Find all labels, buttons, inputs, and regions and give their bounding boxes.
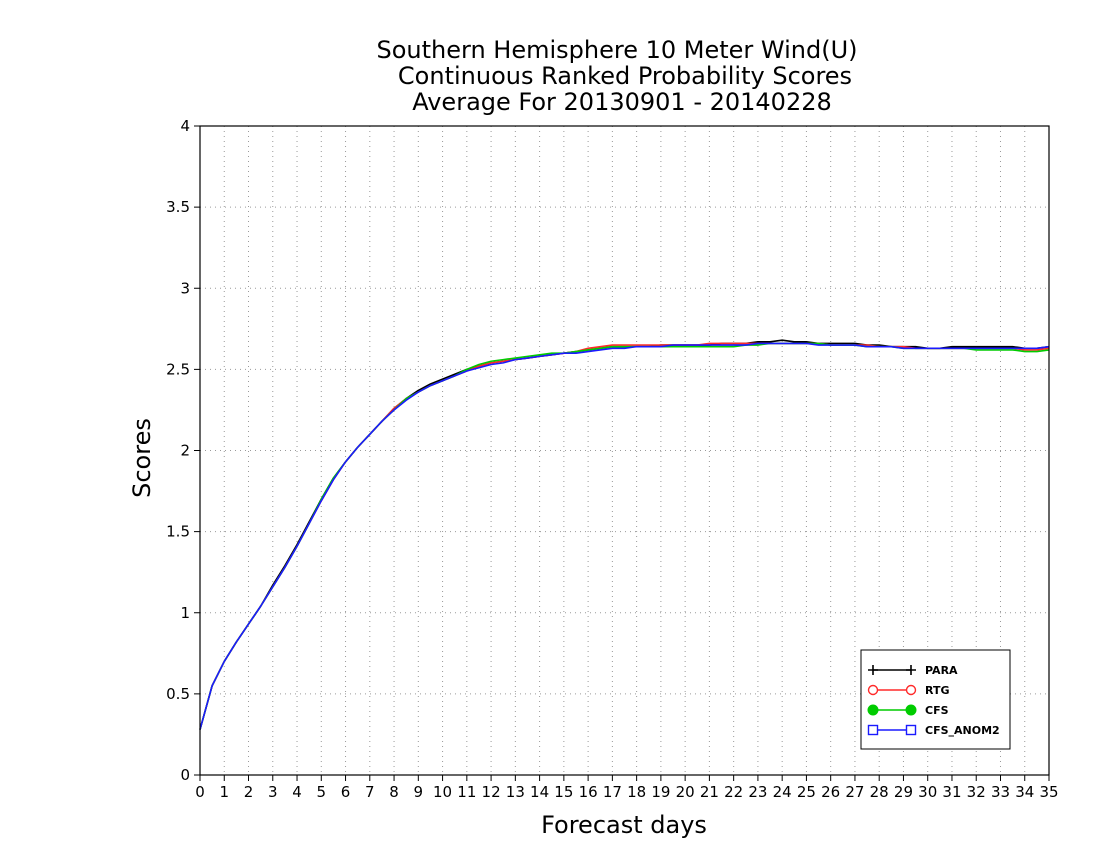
- x-tick-label: 11: [457, 783, 476, 801]
- x-tick-label: 14: [530, 783, 549, 801]
- x-tick-label: 2: [244, 783, 254, 801]
- x-tick-label: 17: [603, 783, 622, 801]
- legend-marker: [867, 704, 879, 716]
- legend-item-rtg: RTG: [867, 684, 950, 697]
- legend-box: [860, 649, 1011, 750]
- legend-marker: [905, 684, 917, 696]
- y-tick-label: 1: [180, 604, 190, 622]
- x-tick-label: 3: [268, 783, 278, 801]
- x-tick-label: 23: [748, 783, 767, 801]
- x-tick-label: 1: [219, 783, 229, 801]
- legend-marker: [867, 684, 879, 696]
- legend-label: CFS: [925, 704, 949, 717]
- x-axis-label: Forecast days: [541, 811, 707, 839]
- y-tick-label: 4: [180, 117, 190, 135]
- legend-marker: [906, 665, 916, 675]
- y-tick-label: 0.5: [166, 685, 190, 703]
- legend-label: PARA: [925, 664, 958, 677]
- x-tick-label: 30: [918, 783, 937, 801]
- x-tick-label: 19: [651, 783, 670, 801]
- y-tick-label: 2: [180, 442, 190, 460]
- y-tick-label: 1.5: [166, 523, 190, 541]
- y-tick-label: 2.5: [166, 360, 190, 378]
- x-tick-label: 12: [482, 783, 501, 801]
- x-tick-label: 5: [317, 783, 327, 801]
- legend-item-para: PARA: [868, 664, 958, 677]
- x-tick-label: 7: [365, 783, 375, 801]
- x-tick-label: 31: [942, 783, 961, 801]
- title-line-1: Southern Hemisphere 10 Meter Wind(U): [376, 36, 857, 64]
- legend-item-cfs: CFS: [867, 704, 949, 717]
- y-axis-ticks: 0 0.5 1 1.5 2 2.5 3 3.5 4: [166, 117, 200, 784]
- legend-marker: [868, 665, 878, 675]
- plot-frame: [199, 125, 1050, 776]
- x-tick-label: 21: [700, 783, 719, 801]
- x-tick-label: 33: [991, 783, 1010, 801]
- y-tick-label: 0: [180, 766, 190, 784]
- chart-title: Southern Hemisphere 10 Meter Wind(U) Con…: [376, 36, 857, 116]
- x-tick-label: 24: [773, 783, 792, 801]
- y-tick-label: 3: [180, 279, 190, 297]
- y-tick-label: 3.5: [166, 198, 190, 216]
- legend-entries: PARA RTG CFS CFS_ANOM2: [867, 664, 1000, 737]
- legend-marker: [905, 704, 917, 716]
- legend-marker: [867, 724, 879, 736]
- x-tick-label: 32: [967, 783, 986, 801]
- x-tick-label: 10: [433, 783, 452, 801]
- y-axis-label: Scores: [128, 418, 156, 498]
- legend-item-cfs-anom2: CFS_ANOM2: [867, 724, 1000, 737]
- title-line-2: Continuous Ranked Probability Scores: [398, 62, 852, 90]
- series-lines: [199, 339, 1050, 730]
- x-tick-label: 16: [579, 783, 598, 801]
- x-tick-label: 26: [821, 783, 840, 801]
- x-tick-label: 4: [292, 783, 302, 801]
- x-tick-label: 29: [894, 783, 913, 801]
- x-tick-label: 20: [676, 783, 695, 801]
- x-axis-ticks: 0 1 2 3 4 5 6 7 8 9 10 11 12 13 14 15 16 17 18 19 20 21 22 23 24…: [195, 775, 1059, 801]
- x-tick-label: 9: [414, 783, 424, 801]
- series-line-cfs-anom2: [199, 342, 1050, 730]
- x-tick-label: 13: [506, 783, 525, 801]
- x-tick-label: 6: [341, 783, 351, 801]
- x-tick-label: 27: [845, 783, 864, 801]
- legend-marker: [905, 724, 917, 736]
- legend: PARA RTG CFS CFS_ANOM2: [860, 649, 1011, 750]
- legend-label: RTG: [925, 684, 950, 697]
- x-tick-label: 34: [1015, 783, 1034, 801]
- legend-label: CFS_ANOM2: [925, 724, 1000, 737]
- x-tick-label: 35: [1039, 783, 1058, 801]
- x-tick-label: 18: [627, 783, 646, 801]
- x-tick-label: 0: [195, 783, 205, 801]
- title-line-3: Average For 20130901 - 20140228: [412, 88, 832, 116]
- x-tick-label: 28: [870, 783, 889, 801]
- x-tick-label: 15: [554, 783, 573, 801]
- x-tick-label: 8: [389, 783, 399, 801]
- x-tick-label: 25: [797, 783, 816, 801]
- x-tick-label: 22: [724, 783, 743, 801]
